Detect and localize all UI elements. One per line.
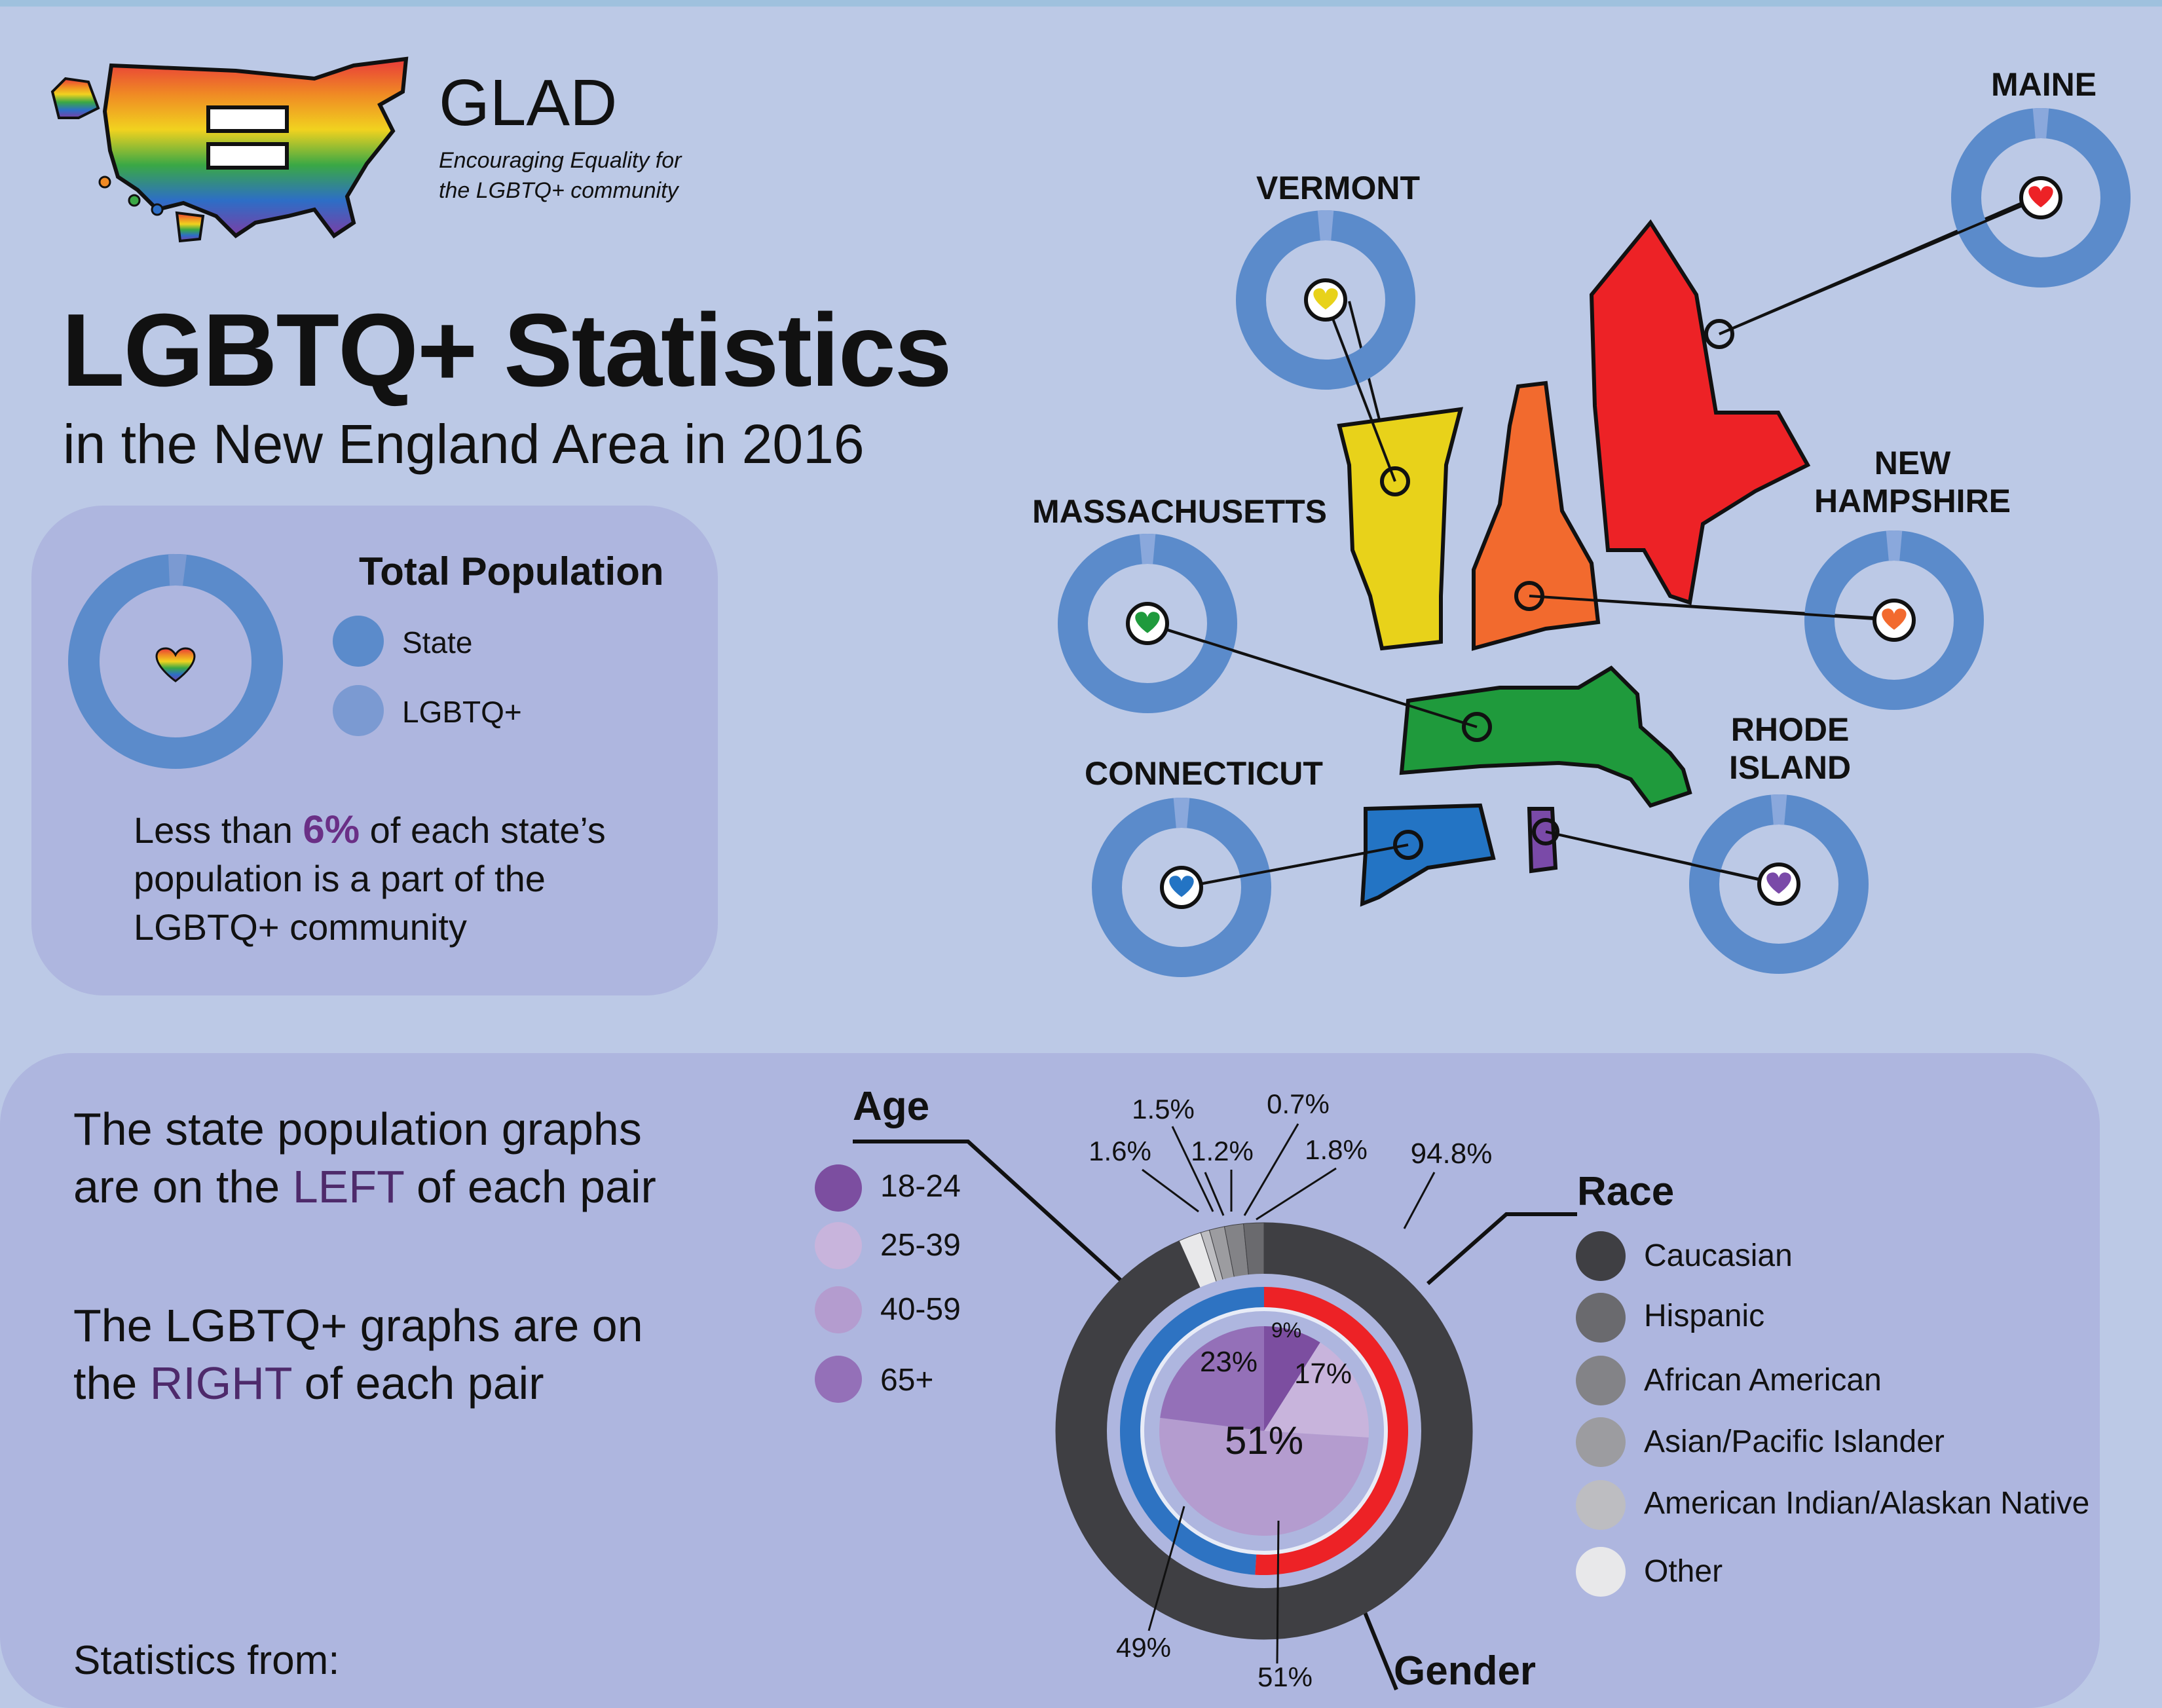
age-value-label-1: 17% bbox=[1294, 1358, 1352, 1390]
race-legend-swatch-5 bbox=[1576, 1547, 1626, 1597]
age-legend-swatch-3 bbox=[815, 1356, 862, 1403]
race-legend-swatch-1 bbox=[1576, 1293, 1626, 1343]
race-legend-swatch-0 bbox=[1576, 1231, 1626, 1281]
age-value-label-2: 51% bbox=[1225, 1419, 1303, 1462]
race-legend-swatch-2 bbox=[1576, 1356, 1626, 1405]
race-value-label-2: 1.5% bbox=[1132, 1094, 1195, 1124]
race-value-label-1: 1.6% bbox=[1089, 1136, 1151, 1166]
race-value-label-5: 1.8% bbox=[1305, 1134, 1368, 1165]
race-legend-swatch-3 bbox=[1576, 1417, 1626, 1467]
gender-value-label-0: 51% bbox=[1258, 1662, 1313, 1692]
value-leader-8 bbox=[1277, 1521, 1278, 1663]
value-leader-6 bbox=[1404, 1172, 1434, 1229]
gender-value-label-1: 49% bbox=[1116, 1632, 1171, 1663]
age-value-label-3: 23% bbox=[1200, 1346, 1258, 1378]
race-value-label-3: 1.2% bbox=[1191, 1136, 1254, 1166]
age-legend-swatch-1 bbox=[815, 1222, 862, 1269]
age-legend-swatch-2 bbox=[815, 1286, 862, 1333]
age-value-label-0: 9% bbox=[1271, 1318, 1301, 1342]
value-leader-1 bbox=[1142, 1170, 1199, 1212]
race-legend-swatch-4 bbox=[1576, 1480, 1626, 1530]
race-value-label-0: 94.8% bbox=[1411, 1138, 1493, 1170]
age-legend-swatch-0 bbox=[815, 1164, 862, 1212]
race-value-label-4: 0.7% bbox=[1267, 1088, 1330, 1119]
value-leader-0 bbox=[1205, 1172, 1223, 1216]
